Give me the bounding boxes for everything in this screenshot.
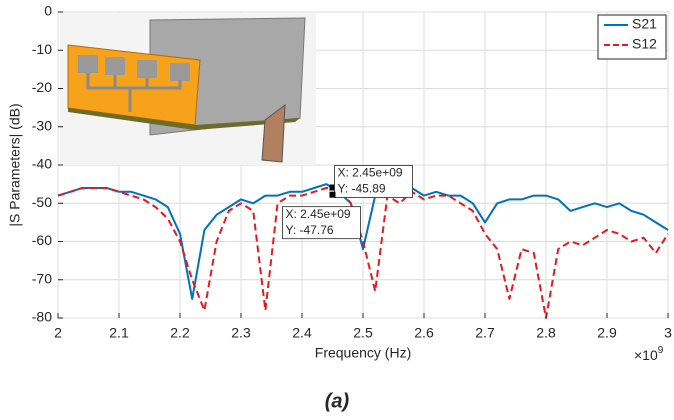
- x-tick-label: 2.7: [475, 325, 495, 341]
- x-multiplier: ×109: [634, 345, 664, 363]
- x-axis-label: Frequency (Hz): [315, 345, 411, 361]
- datatip-text: X: 2.45e+09: [338, 166, 403, 180]
- legend-label: S12: [632, 36, 657, 52]
- x-tick-label: 2.4: [292, 325, 312, 341]
- x-tick-label: 2.9: [597, 325, 617, 341]
- datatip-marker: [330, 192, 336, 198]
- x-tick-label: 2: [54, 325, 62, 341]
- x-tick-label: 2.6: [414, 325, 434, 341]
- y-axis-label: |S Parameters| (dB): [7, 103, 23, 226]
- x-tick-label: 3: [664, 325, 672, 341]
- datatip-text: Y: -45.89: [338, 182, 386, 196]
- y-tick-label: -10: [32, 41, 52, 57]
- y-tick-label: -50: [32, 194, 52, 210]
- x-tick-label: 2.8: [536, 325, 556, 341]
- y-tick-label: -60: [32, 232, 52, 248]
- y-tick-label: -70: [32, 270, 52, 286]
- y-tick-label: -40: [32, 156, 52, 172]
- datatip-text: Y: -47.76: [286, 223, 334, 237]
- y-tick-label: -80: [32, 309, 52, 325]
- x-tick-label: 2.1: [109, 325, 129, 341]
- x-tick-label: 2.5: [353, 325, 373, 341]
- x-multiplier-exponent: 9: [658, 345, 664, 356]
- x-multiplier-base: ×10: [634, 347, 658, 363]
- chart: S21S12 Frequency (Hz) |S Parameters| (dB…: [0, 0, 674, 420]
- x-tick-label: 2.3: [231, 325, 251, 341]
- x-tick-label: 2.2: [170, 325, 190, 341]
- legend-label: S21: [632, 16, 657, 32]
- caption: (a): [325, 390, 350, 412]
- datatip-text: X: 2.45e+09: [286, 207, 351, 221]
- y-tick-label: -30: [32, 117, 52, 133]
- inset-image: [60, 13, 316, 165]
- y-tick-label: -20: [32, 79, 52, 95]
- y-tick-label: 0: [44, 3, 52, 19]
